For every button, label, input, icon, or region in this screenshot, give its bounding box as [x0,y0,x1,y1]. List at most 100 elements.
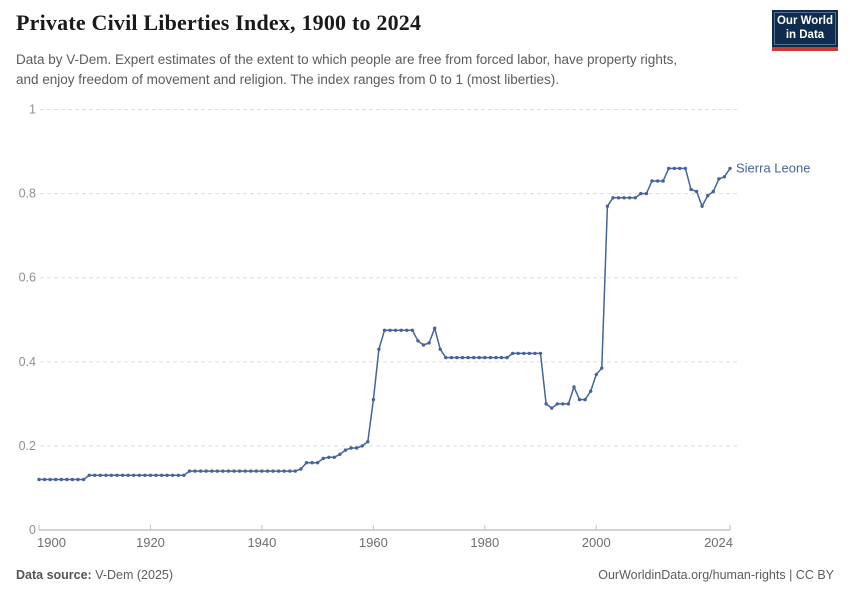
data-point [399,328,403,332]
data-point [516,351,520,356]
data-point [667,166,671,171]
data-point [282,469,286,473]
owid-logo-text-line1: Our World [776,14,833,27]
data-point [577,397,582,402]
data-point [42,477,47,482]
data-point [538,351,543,356]
data-point [109,473,114,477]
data-source-label: Data source: [16,568,92,582]
data-point [466,355,470,360]
data-point [265,469,270,473]
data-point [689,187,693,192]
chart-title: Private Civil Liberties Index, 1900 to 2… [16,10,422,35]
data-point [104,473,108,477]
data-point [143,473,147,477]
data-point [54,477,58,482]
data-point [332,455,336,459]
data-point [293,469,297,473]
owid-logo: Our World in Data [772,10,838,51]
data-point [210,469,214,473]
data-point [472,355,476,360]
data-point [37,477,41,482]
data-point [683,166,688,171]
x-axis-tick-label: 1920 [136,535,165,550]
data-point [310,461,314,465]
data-point [137,473,141,477]
data-point [449,355,454,360]
data-point [182,473,186,477]
data-point [371,397,376,402]
data-point [527,351,532,356]
chart-subtitle-line2: and enjoy freedom of movement and religi… [16,71,560,87]
data-point [511,351,515,356]
x-axis-tick-label: 2000 [582,535,611,550]
data-point [65,477,69,482]
data-point [505,355,509,360]
data-point [126,473,130,477]
data-point [622,196,626,200]
data-point [288,469,292,473]
data-point [299,467,303,471]
y-axis-tick-label: 1 [29,103,36,117]
data-point [132,473,136,477]
x-axis-tick-label: 2024 [704,535,733,550]
data-point [706,194,710,198]
owid-logo-text-line2: in Data [785,28,825,41]
data-point [438,347,442,351]
y-axis-tick-label: 0.4 [19,355,36,369]
data-point [433,326,437,330]
data-point [304,461,309,465]
data-point [338,452,342,456]
data-point [154,473,158,477]
data-point [628,196,632,200]
data-point [427,341,431,345]
data-point [444,355,448,360]
data-point [589,389,593,393]
data-point [572,385,576,389]
data-point [148,473,153,477]
data-point [343,448,348,452]
data-point [237,469,242,473]
data-point [728,166,732,171]
data-point [499,355,504,360]
data-point [611,196,615,200]
x-axis-tick-label: 1940 [247,535,276,550]
data-point [455,355,459,360]
data-point [382,328,387,332]
data-point [276,469,281,473]
data-point [321,456,325,461]
data-point [271,469,275,473]
data-point [700,204,704,208]
data-point [393,328,398,332]
data-point [694,189,699,194]
data-point [377,347,381,351]
data-point [555,402,559,406]
data-point [70,477,75,482]
data-point [187,469,192,473]
data-point [59,477,63,482]
data-point [93,473,97,477]
data-point [176,473,180,477]
data-point [583,397,587,402]
data-point [522,351,526,356]
data-point [388,328,392,332]
data-point [566,402,571,406]
data-point [561,402,565,406]
data-point [410,328,415,332]
data-point [87,473,91,477]
data-point [533,351,537,356]
data-point [644,191,649,196]
data-point [600,366,604,370]
data-line-sierra-leone [38,167,731,481]
data-point [221,469,225,473]
data-point [354,446,359,450]
y-axis-tick-label: 0 [29,523,36,537]
data-point [193,469,197,473]
data-point [605,204,610,208]
data-point [232,469,236,473]
data-point [672,166,676,171]
credit-note: OurWorldinData.org/human-rights | CC BY [598,568,834,582]
data-point [360,444,364,448]
chart-subtitle-line1: Data by V-Dem. Expert estimates of the e… [16,52,678,67]
